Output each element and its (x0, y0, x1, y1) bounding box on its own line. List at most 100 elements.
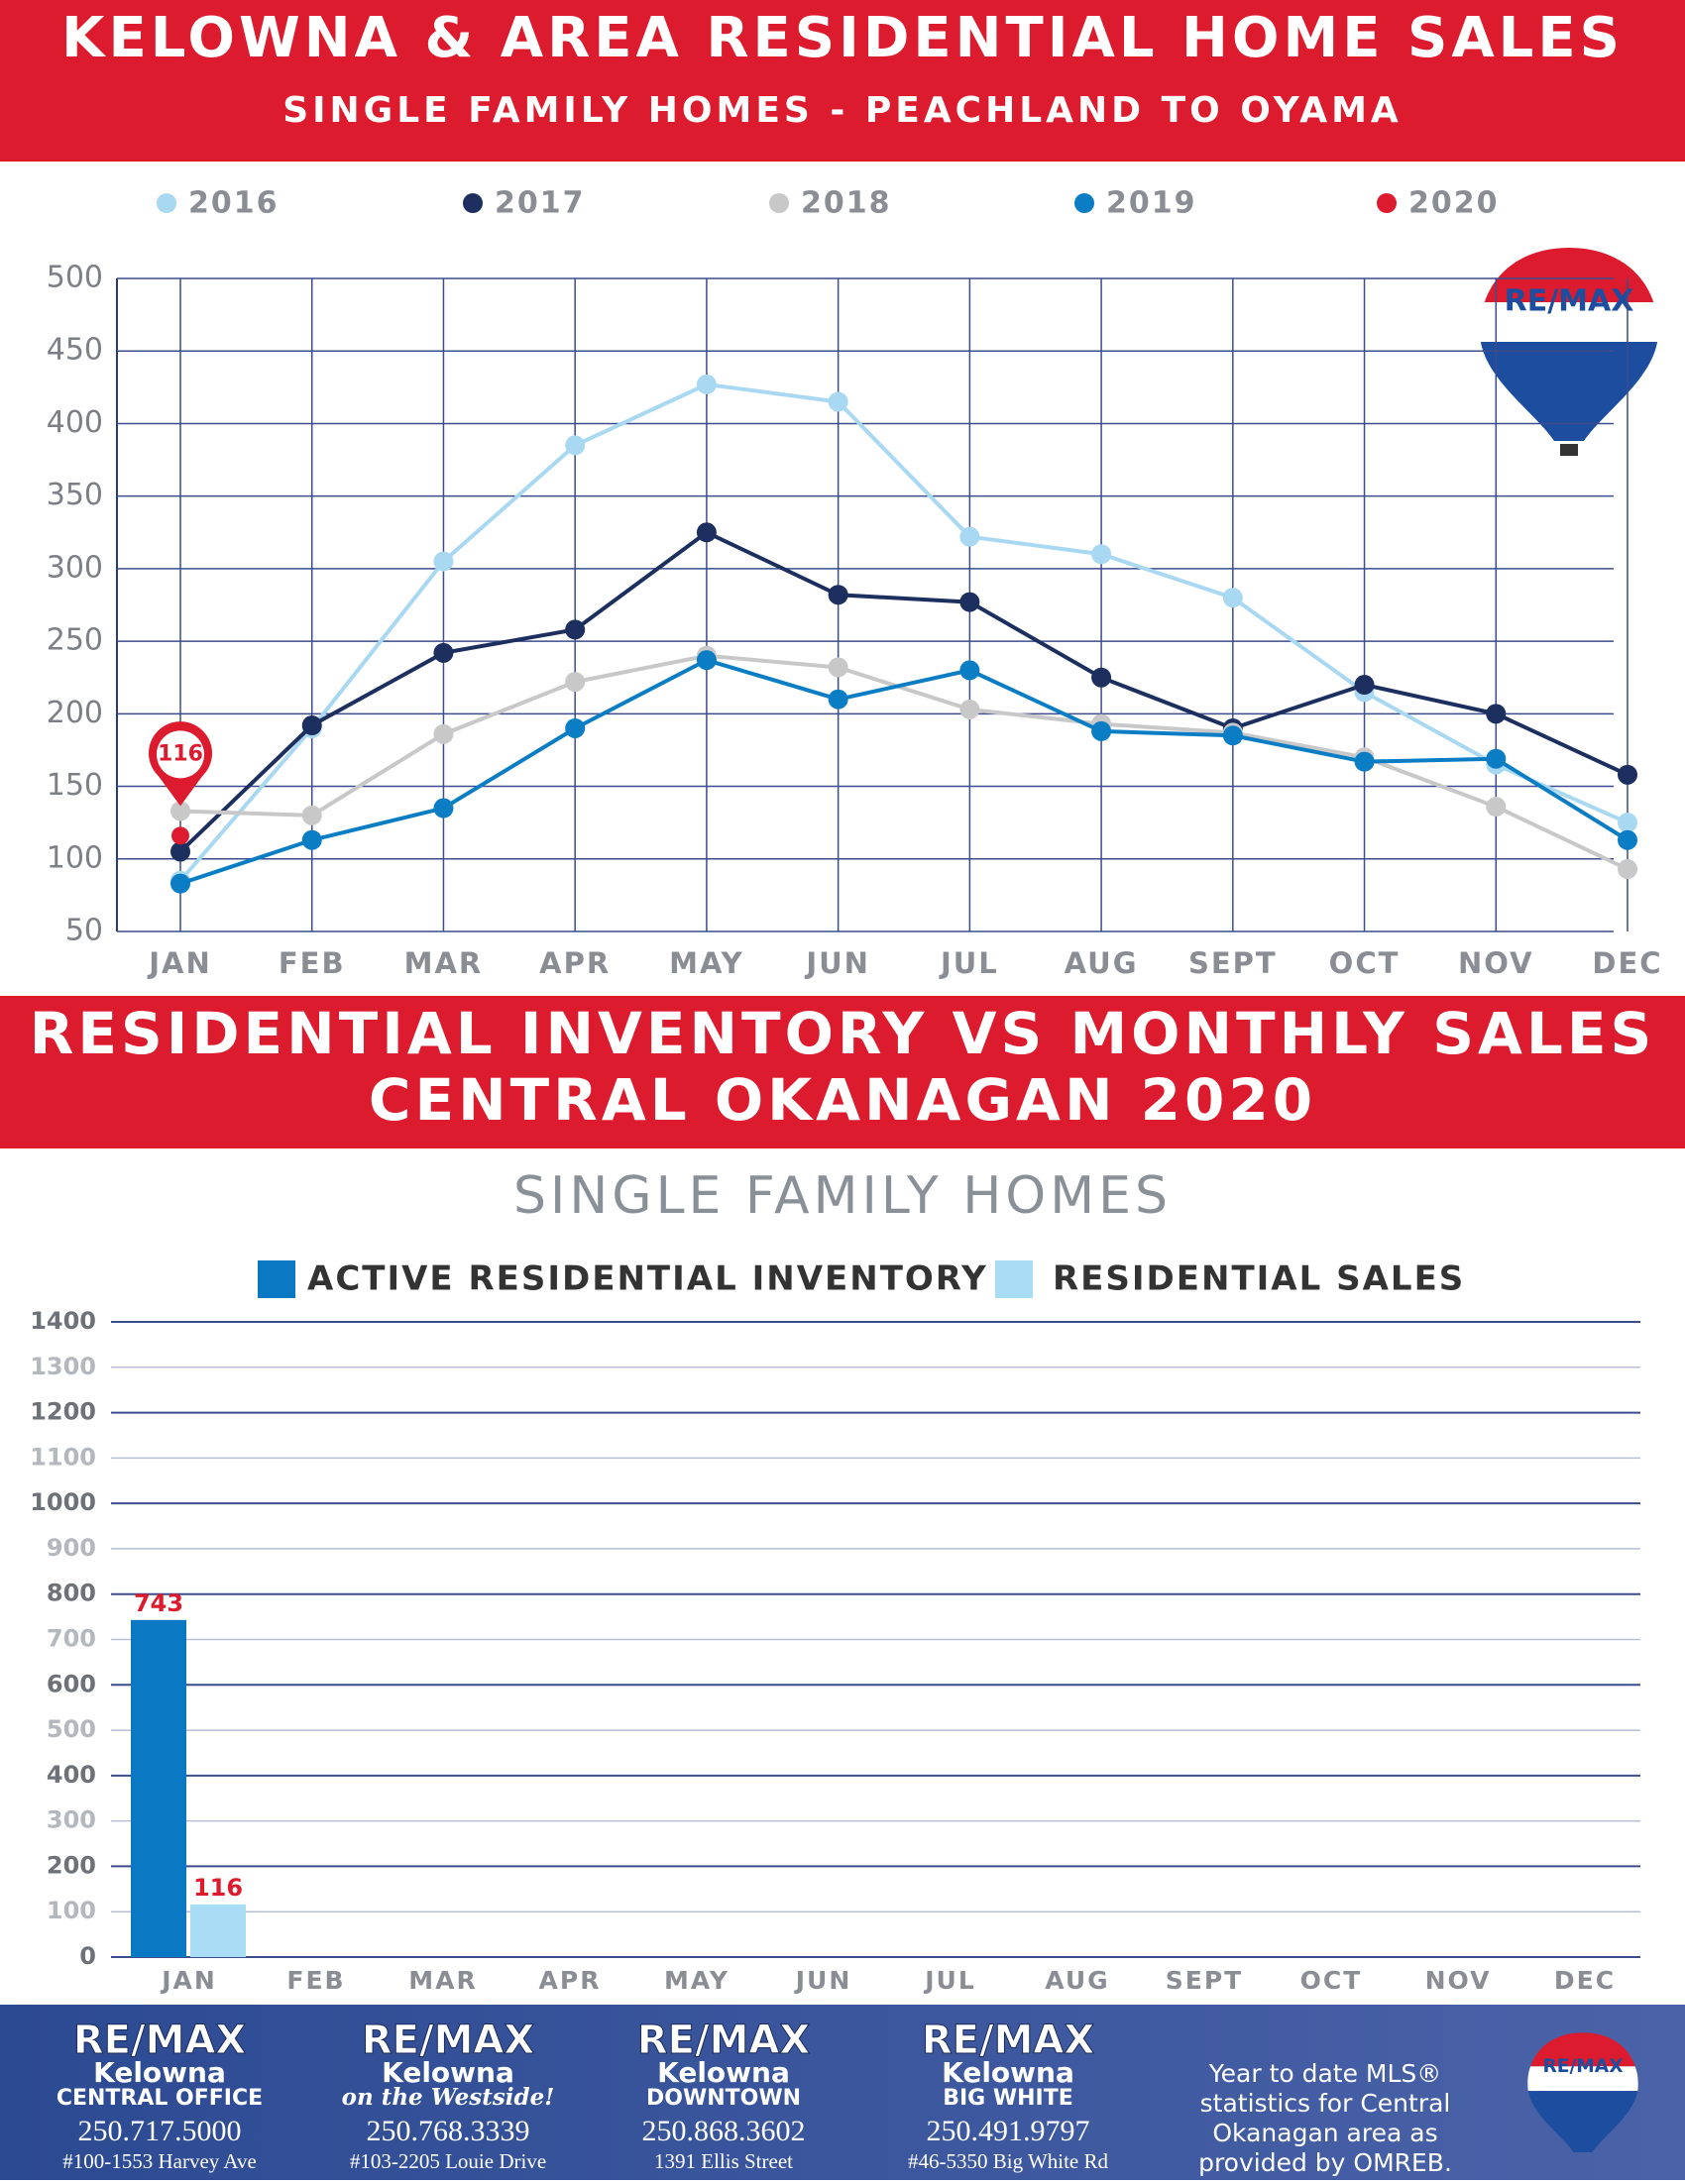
y-tick-label: 100 (47, 1897, 96, 1924)
y-tick-label: 800 (47, 1580, 96, 1607)
office-address: 1391 Ellis Street (654, 2149, 793, 2173)
legend-marker (157, 193, 176, 213)
x-tick-label: SEPT (1166, 1966, 1243, 1995)
office-name: Kelowna (657, 2056, 790, 2089)
x-tick-label: JUN (804, 946, 870, 980)
bar (190, 1904, 246, 1957)
legend-label: RESIDENTIAL SALES (1053, 1259, 1465, 1299)
office-sub: DOWNTOWN (646, 2086, 801, 2111)
data-point (301, 805, 322, 825)
x-tick-label: FEB (279, 946, 346, 980)
data-point (696, 522, 717, 543)
y-tick-label: 700 (47, 1625, 96, 1653)
footer-note: provided by OMREB. (1198, 2148, 1452, 2177)
bar (131, 1619, 186, 1957)
data-point (828, 391, 848, 412)
office-address: #100-1553 Harvey Ave (62, 2149, 257, 2173)
legend-label: 2016 (188, 186, 280, 221)
x-tick-label: OCT (1329, 946, 1401, 980)
data-point (1091, 720, 1112, 741)
y-tick-label: 1100 (30, 1443, 96, 1471)
y-tick-label: 400 (47, 405, 103, 440)
office-phone: 250.491.9797 (927, 2115, 1090, 2147)
x-tick-label: NOV (1458, 946, 1534, 980)
footer-note: Year to date MLS® (1208, 2059, 1442, 2088)
office-sub: BIG WHITE (943, 2086, 1073, 2111)
data-point (959, 699, 980, 719)
y-tick-label: 1200 (30, 1398, 96, 1426)
section-subtitle: CENTRAL OKANAGAN 2020 (369, 1066, 1316, 1134)
data-label: 743 (134, 1589, 183, 1617)
y-tick-label: 500 (47, 261, 103, 295)
x-tick-label: FEB (286, 1966, 345, 1995)
y-tick-label: 250 (47, 623, 103, 658)
y-tick-label: 350 (47, 478, 103, 512)
data-point (565, 672, 586, 693)
office-address: #103-2205 Louie Drive (350, 2149, 546, 2173)
legend-label: 2018 (801, 186, 892, 221)
x-tick-label: APR (539, 946, 611, 980)
x-tick-label: OCT (1300, 1966, 1363, 1995)
y-tick-label: 450 (47, 333, 103, 368)
data-label: 116 (158, 741, 203, 766)
legend-marker (1074, 193, 1094, 213)
legend-swatch (258, 1260, 295, 1298)
x-tick-label: JUL (939, 946, 999, 980)
data-point (170, 841, 190, 862)
data-point (1618, 829, 1637, 850)
x-tick-label: APR (539, 1966, 602, 1995)
y-tick-label: 200 (47, 696, 103, 730)
data-point (1618, 813, 1637, 833)
data-point (1618, 764, 1637, 785)
x-tick-label: AUG (1065, 946, 1139, 980)
data-point (433, 642, 454, 663)
data-point (301, 715, 322, 736)
y-tick-label: 150 (47, 768, 103, 803)
office-brand: RE/MAX (637, 2018, 810, 2063)
data-point (1222, 725, 1243, 746)
data-point (959, 660, 980, 681)
data-point (1486, 797, 1507, 818)
data-point (433, 798, 454, 819)
y-tick-label: 900 (47, 1534, 96, 1562)
x-tick-label: JAN (160, 1966, 217, 1995)
data-point (170, 873, 190, 894)
data-point (696, 650, 717, 671)
office-name: Kelowna (93, 2056, 226, 2089)
x-tick-label: DEC (1592, 946, 1662, 980)
x-tick-label: SEPT (1188, 946, 1278, 980)
x-tick-label: NOV (1425, 1966, 1492, 1995)
data-point (433, 723, 454, 744)
data-point (171, 826, 189, 845)
data-point (1354, 751, 1375, 772)
x-tick-label: JAN (147, 946, 212, 980)
office-sub: on the Westside! (342, 2084, 555, 2111)
data-point (1618, 859, 1637, 880)
y-tick-label: 1300 (30, 1353, 96, 1380)
data-point (433, 551, 454, 572)
data-point (170, 801, 190, 821)
series-line (178, 529, 1629, 853)
y-tick-label: 400 (47, 1761, 96, 1789)
legend-label: 2019 (1106, 186, 1197, 221)
callout-inner (157, 730, 204, 779)
x-tick-label: DEC (1554, 1966, 1616, 1995)
office-brand: RE/MAX (73, 2018, 246, 2063)
office-brand: RE/MAX (362, 2018, 534, 2063)
series-line (178, 382, 1629, 883)
chart-title: SINGLE FAMILY HOMES (513, 1166, 1172, 1226)
footer-band (0, 2005, 1685, 2180)
data-point (565, 717, 586, 738)
x-tick-label: MAR (408, 1966, 477, 1995)
series-line (179, 653, 1629, 871)
office-brand: RE/MAX (922, 2018, 1094, 2063)
data-point (1354, 675, 1375, 696)
page-subtitle: SINGLE FAMILY HOMES - PEACHLAND TO OYAMA (282, 90, 1403, 131)
y-tick-label: 0 (79, 1942, 96, 1970)
office-name: Kelowna (942, 2056, 1074, 2089)
y-tick-label: 1000 (30, 1488, 96, 1516)
y-tick-label: 1400 (30, 1307, 96, 1335)
office-sub: CENTRAL OFFICE (56, 2086, 263, 2111)
data-point (1486, 748, 1507, 769)
data-point (959, 526, 980, 547)
